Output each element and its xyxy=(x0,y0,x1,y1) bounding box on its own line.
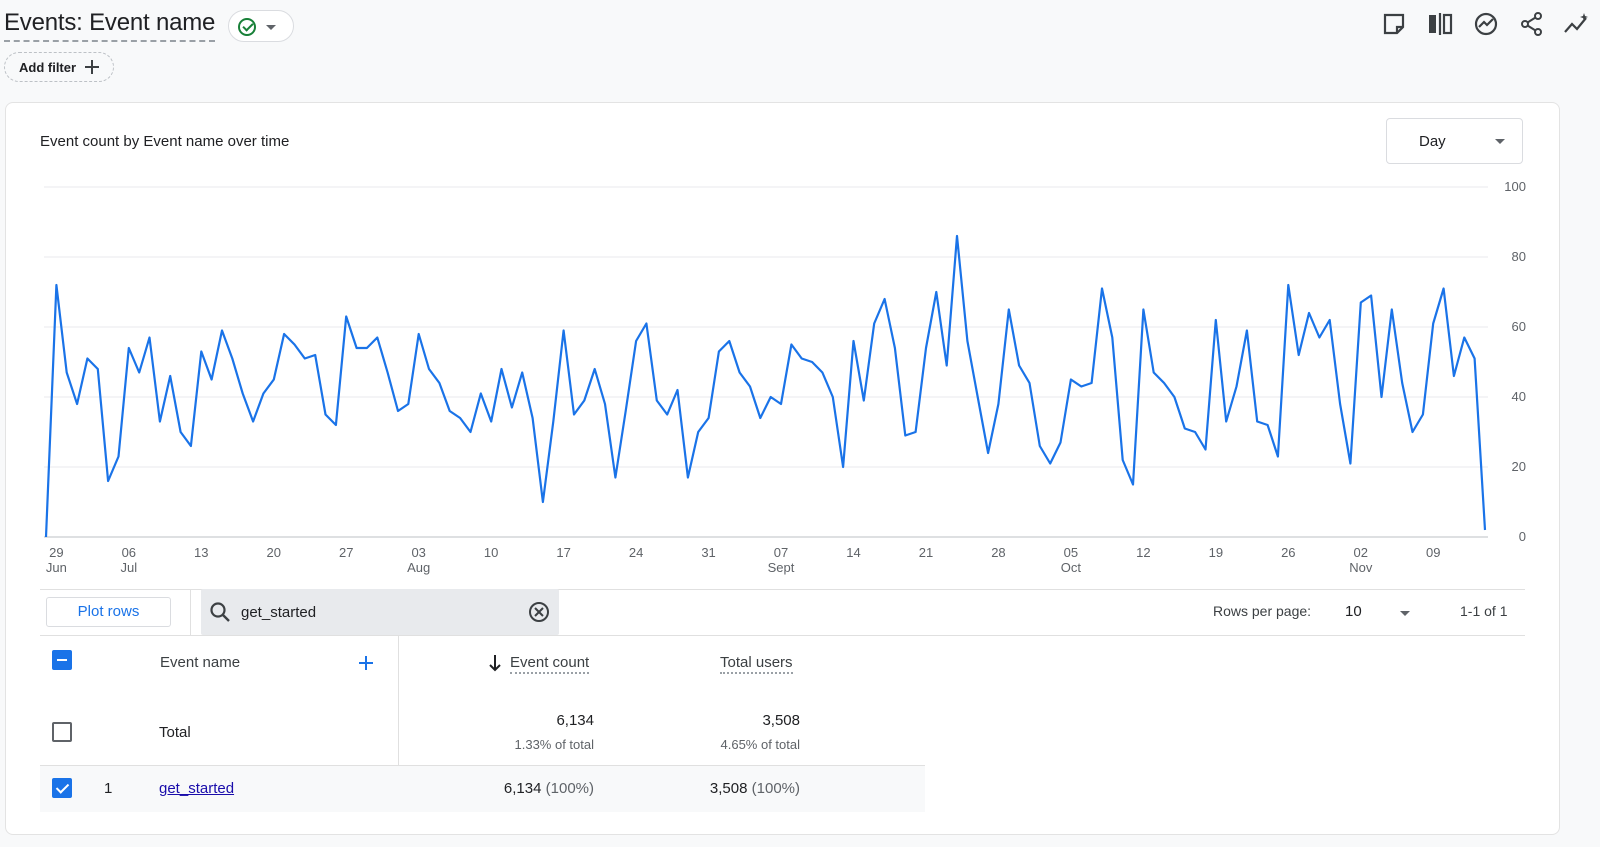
total-users-header-label: Total users xyxy=(720,654,793,674)
total-event-count-pct: 1.33% of total xyxy=(514,737,595,752)
y-tick-label: 40 xyxy=(1512,389,1526,404)
y-tick-label: 20 xyxy=(1512,459,1526,474)
customize-report-icon[interactable] xyxy=(1380,10,1408,38)
compare-icon[interactable] xyxy=(1426,10,1454,38)
column-header-event-name[interactable]: Event name xyxy=(160,654,241,671)
trend-icon[interactable] xyxy=(1562,10,1590,38)
event-count-header-label: Event count xyxy=(510,654,590,674)
x-tick-label: 07 xyxy=(774,545,788,560)
chevron-down-icon xyxy=(266,25,276,30)
x-tick-label: 10 xyxy=(484,545,498,560)
chart-grid xyxy=(44,186,1488,538)
x-tick-label: 31 xyxy=(701,545,715,560)
divider xyxy=(190,589,191,635)
x-tick-month-label: Nov xyxy=(1349,560,1373,575)
x-tick-label: 17 xyxy=(556,545,570,560)
x-tick-label: 06 xyxy=(122,545,136,560)
x-tick-label: 05 xyxy=(1064,545,1078,560)
x-tick-label: 21 xyxy=(919,545,933,560)
x-tick-month-label: Aug xyxy=(407,560,430,575)
share-icon[interactable] xyxy=(1518,10,1546,38)
total-row-checkbox[interactable] xyxy=(52,722,72,742)
add-filter-label: Add filter xyxy=(19,60,77,75)
y-tick-label: 80 xyxy=(1512,249,1526,264)
row-event-count-pct: (100%) xyxy=(545,780,594,797)
x-tick-label: 24 xyxy=(629,545,643,560)
y-tick-label: 0 xyxy=(1519,529,1526,544)
row-total-users-pct: (100%) xyxy=(751,780,800,797)
divider xyxy=(40,589,1525,590)
search-box[interactable] xyxy=(201,589,559,635)
x-tick-month-label: Sept xyxy=(768,560,795,575)
series-line-get-started xyxy=(44,234,1487,538)
plot-rows-button[interactable]: Plot rows xyxy=(46,597,171,627)
granularity-value: Day xyxy=(1419,133,1446,150)
clear-icon[interactable] xyxy=(528,601,550,623)
y-axis-ticks: 0 20 40 60 80 100 xyxy=(1504,179,1526,544)
row-checkbox[interactable] xyxy=(52,778,72,798)
total-users-pct: 4.65% of total xyxy=(720,737,801,752)
column-header-total-users[interactable]: Total users xyxy=(720,654,800,674)
x-tick-label: 26 xyxy=(1281,545,1295,560)
insights-icon[interactable] xyxy=(1472,10,1500,38)
column-header-event-count[interactable]: Event count xyxy=(510,654,594,674)
pagination-text: 1-1 of 1 xyxy=(1460,603,1508,619)
chevron-down-icon[interactable] xyxy=(1400,611,1410,616)
y-tick-label: 100 xyxy=(1504,179,1526,194)
rows-per-page-select[interactable]: 10 xyxy=(1345,603,1362,620)
x-tick-label: 14 xyxy=(846,545,860,560)
total-users-count: 3,508 xyxy=(762,712,800,729)
check-circle-icon xyxy=(238,18,256,36)
add-dimension-icon[interactable] xyxy=(359,656,373,670)
event-name-link-text: get_started xyxy=(159,780,235,797)
total-label: Total xyxy=(159,724,191,741)
x-tick-month-label: Jul xyxy=(121,560,138,575)
chevron-down-icon xyxy=(1495,139,1505,144)
table-row[interactable] xyxy=(40,766,925,812)
granularity-select[interactable]: Day xyxy=(1386,118,1523,164)
row-event-count: 6,134 (100%) xyxy=(434,780,594,797)
status-dropdown[interactable] xyxy=(228,10,294,42)
x-tick-label: 02 xyxy=(1354,545,1368,560)
column-divider xyxy=(398,635,399,812)
x-tick-label: 28 xyxy=(991,545,1005,560)
y-tick-label: 60 xyxy=(1512,319,1526,334)
search-input[interactable] xyxy=(241,601,511,623)
x-tick-label: 13 xyxy=(194,545,208,560)
row-total-users-value: 3,508 xyxy=(709,780,748,797)
total-event-count: 6,134 xyxy=(556,712,594,729)
divider xyxy=(40,765,925,766)
x-tick-label: 20 xyxy=(267,545,281,560)
x-tick-label: 29 xyxy=(49,545,63,560)
x-tick-label: 09 xyxy=(1426,545,1440,560)
search-icon xyxy=(210,602,230,622)
rows-per-page-label: Rows per page: xyxy=(1213,603,1312,619)
row-index: 1 xyxy=(104,780,113,797)
event-name-link[interactable]: get_started xyxy=(159,780,234,797)
page-title[interactable]: Events: Event name xyxy=(4,8,215,42)
row-total-users: 3,508 (100%) xyxy=(640,780,800,797)
x-tick-label: 19 xyxy=(1209,545,1223,560)
row-event-count-value: 6,134 xyxy=(503,780,542,797)
x-tick-month-label: Jun xyxy=(46,560,67,575)
add-filter-button[interactable]: Add filter xyxy=(4,52,114,82)
x-tick-label: 27 xyxy=(339,545,353,560)
divider xyxy=(40,635,1525,636)
sort-descending-icon[interactable] xyxy=(488,654,502,672)
chart-title: Event count by Event name over time xyxy=(40,133,290,150)
x-tick-label: 03 xyxy=(411,545,425,560)
x-tick-label: 12 xyxy=(1136,545,1150,560)
plus-icon xyxy=(85,60,99,74)
report-card xyxy=(5,102,1560,835)
x-tick-month-label: Oct xyxy=(1061,560,1082,575)
select-all-checkbox[interactable] xyxy=(52,650,72,670)
